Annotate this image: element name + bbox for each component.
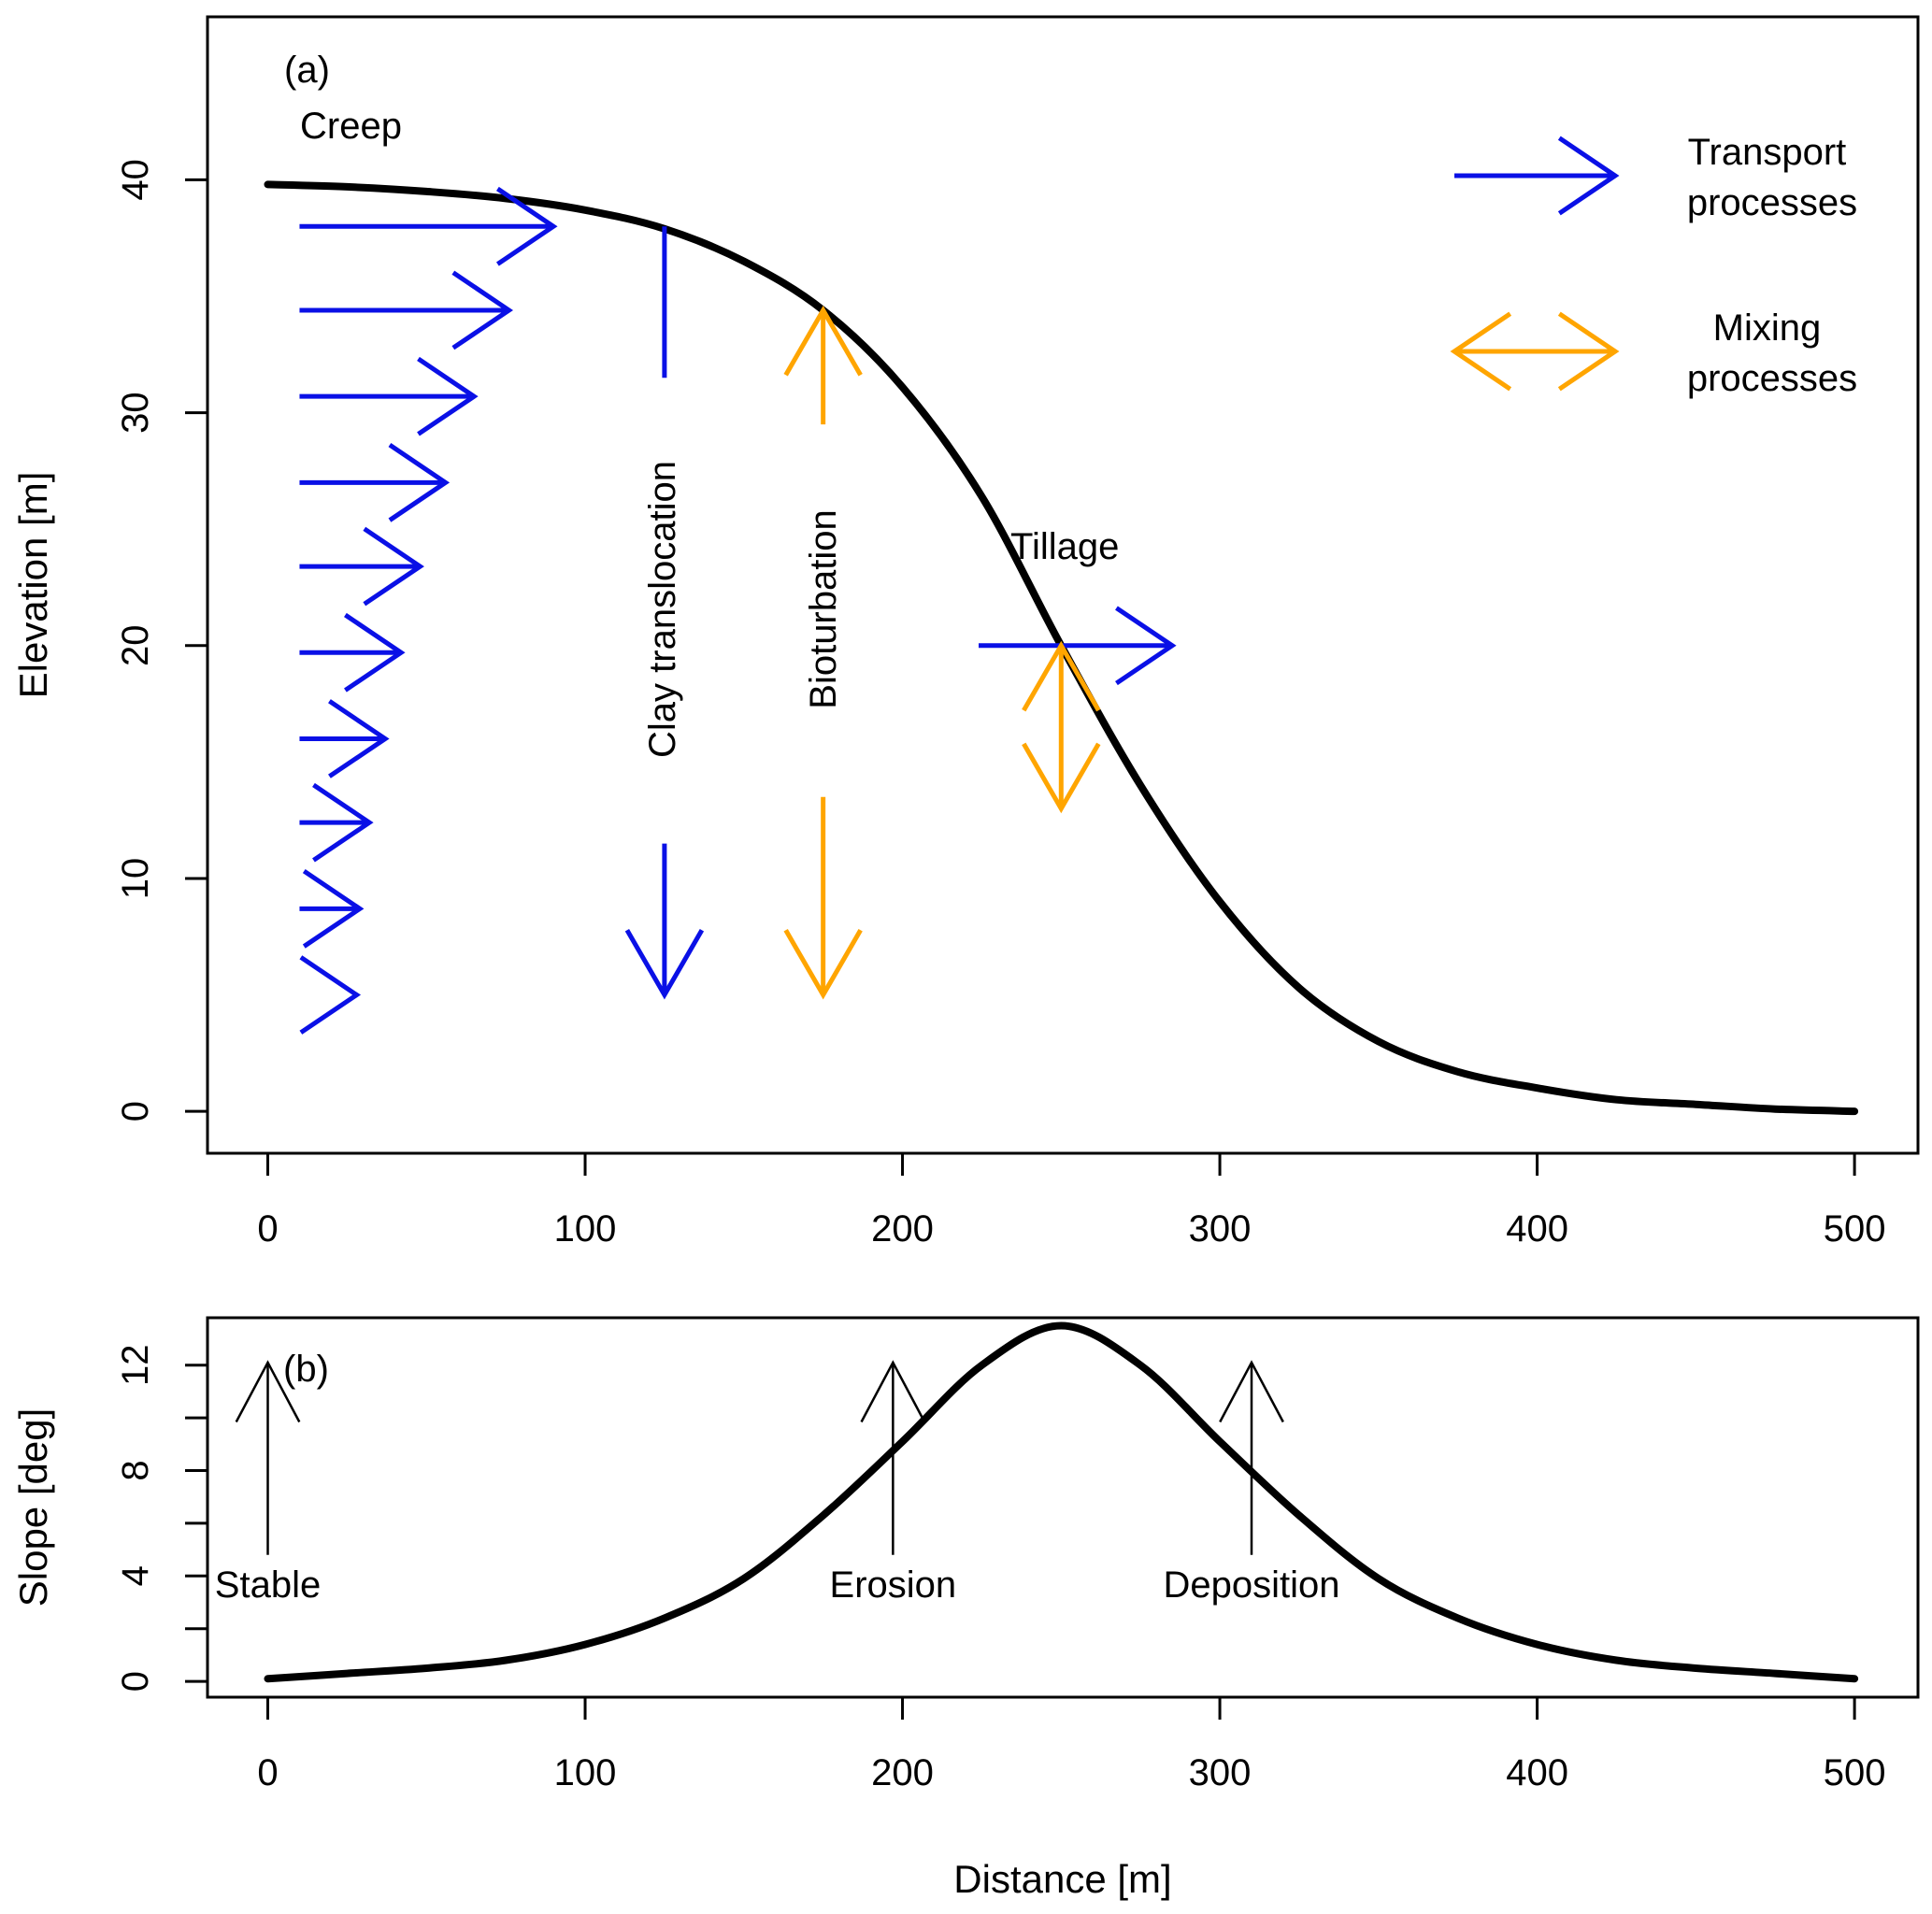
slope-marker-label: Stable bbox=[215, 1564, 321, 1606]
tillage-mixing-head-up bbox=[1022, 640, 1101, 712]
creep-arrow-head bbox=[451, 270, 514, 350]
panel-a-y-axis-title: Elevation [m] bbox=[11, 472, 55, 699]
panel-a-label: (a) bbox=[284, 50, 330, 91]
panel-b-x-tick-label: 300 bbox=[1189, 1752, 1252, 1793]
panel-b-x-tick-label: 0 bbox=[257, 1752, 278, 1793]
legend-mixing-head-right bbox=[1557, 311, 1620, 392]
slope-marker-arrow-head bbox=[235, 1360, 301, 1423]
panel-b-plot-frame bbox=[206, 1316, 1920, 1699]
tillage-label: Tillage bbox=[1010, 526, 1119, 567]
panel-b-y-tick-label: 8 bbox=[115, 1460, 156, 1480]
panel-b-x-tick-label: 500 bbox=[1824, 1752, 1886, 1793]
bioturbation-label: Bioturbation bbox=[803, 509, 844, 708]
clay-arrow-head bbox=[624, 929, 705, 1000]
clay-translocation-arrow bbox=[624, 226, 705, 1000]
panel-a-y-axis: 0 10 20 30 40 bbox=[115, 159, 208, 1121]
creep-label: Creep bbox=[300, 106, 402, 147]
panel-b-x-axis: 0 100 200 300 400 500 bbox=[257, 1695, 1886, 1793]
creep-arrows bbox=[299, 186, 558, 1035]
panel-a-x-tick-label: 300 bbox=[1189, 1208, 1252, 1250]
creep-arrow-head bbox=[302, 869, 365, 949]
panel-a-elevation: 0 100 200 300 400 500 0 10 20 30 40 Elevation [m]… bbox=[11, 15, 1920, 1250]
panel-b-y-axis-title: Slope [deg] bbox=[11, 1408, 55, 1607]
panel-b-x-tick-label: 400 bbox=[1506, 1752, 1568, 1793]
panel-b-x-axis-title: Distance [m] bbox=[953, 1857, 1171, 1901]
slope-marker-arrow-head bbox=[860, 1360, 926, 1423]
panel-b-x-tick-label: 100 bbox=[554, 1752, 617, 1793]
panel-a-x-tick-label: 100 bbox=[554, 1208, 617, 1250]
legend-transport-head bbox=[1557, 136, 1620, 216]
creep-arrow-head bbox=[417, 356, 479, 436]
legend-transport-label: Transport processes bbox=[1687, 132, 1857, 223]
tillage-transport-head bbox=[1115, 606, 1177, 686]
clay-translocation-label: Clay translocation bbox=[642, 461, 683, 758]
slope-marker-label: Erosion bbox=[830, 1564, 957, 1606]
panel-b-y-tick-label: 4 bbox=[115, 1565, 156, 1586]
panel-a-y-tick-label: 30 bbox=[115, 392, 156, 434]
creep-arrow-head bbox=[363, 526, 424, 607]
panel-a-x-axis: 0 100 200 300 400 500 bbox=[257, 1151, 1886, 1250]
legend-transport-arrow bbox=[1454, 136, 1620, 216]
slope-marker-label: Deposition bbox=[1164, 1564, 1340, 1606]
panel-b-y-tick-label: 12 bbox=[115, 1345, 156, 1387]
panel-b-y-tick-label: 0 bbox=[115, 1671, 156, 1692]
legend-mixing-arrow bbox=[1450, 311, 1620, 392]
panel-a-y-tick-label: 0 bbox=[115, 1101, 156, 1121]
panel-b-x-tick-label: 200 bbox=[871, 1752, 934, 1793]
creep-arrow-head bbox=[328, 699, 390, 778]
slope-markers: Stable Erosion Deposition bbox=[215, 1360, 1340, 1606]
creep-arrow-head bbox=[299, 955, 362, 1035]
panel-a-x-tick-label: 500 bbox=[1824, 1208, 1886, 1250]
creep-arrow-head bbox=[312, 782, 374, 863]
panel-a-x-tick-label: 400 bbox=[1506, 1208, 1568, 1250]
panel-b-y-axis: 0 4 8 12 bbox=[115, 1345, 208, 1692]
legend-mixing-head-left bbox=[1450, 311, 1512, 392]
panel-b-slope-curve bbox=[264, 1321, 1859, 1683]
creep-arrow-head bbox=[344, 612, 406, 693]
panel-b-label: (b) bbox=[283, 1349, 329, 1390]
bioturbation-arrow-head-up bbox=[783, 305, 863, 377]
panel-a-plot-frame bbox=[206, 15, 1920, 1155]
panel-a-y-tick-label: 10 bbox=[115, 858, 156, 900]
panel-b-slope: 0 100 200 300 400 500 0 4 8 12 Slope [deg] Dista… bbox=[11, 1316, 1920, 1901]
panel-a-y-tick-label: 40 bbox=[115, 159, 156, 201]
creep-arrow-head bbox=[495, 186, 558, 266]
panel-a-x-tick-label: 0 bbox=[257, 1208, 278, 1250]
bioturbation-arrow bbox=[783, 305, 863, 1000]
tillage-arrows bbox=[979, 606, 1177, 814]
panel-a-y-tick-label: 20 bbox=[115, 625, 156, 667]
creep-arrow-head bbox=[388, 443, 451, 522]
bioturbation-arrow-head-down bbox=[783, 929, 863, 1000]
legend-mixing-label: Mixing processes bbox=[1687, 307, 1857, 399]
slope-marker-arrow-head bbox=[1219, 1360, 1284, 1423]
legend: Transport processes Mixing processes bbox=[1450, 132, 1857, 399]
panel-a-x-tick-label: 200 bbox=[871, 1208, 934, 1250]
tillage-mixing-head-down bbox=[1022, 742, 1101, 814]
